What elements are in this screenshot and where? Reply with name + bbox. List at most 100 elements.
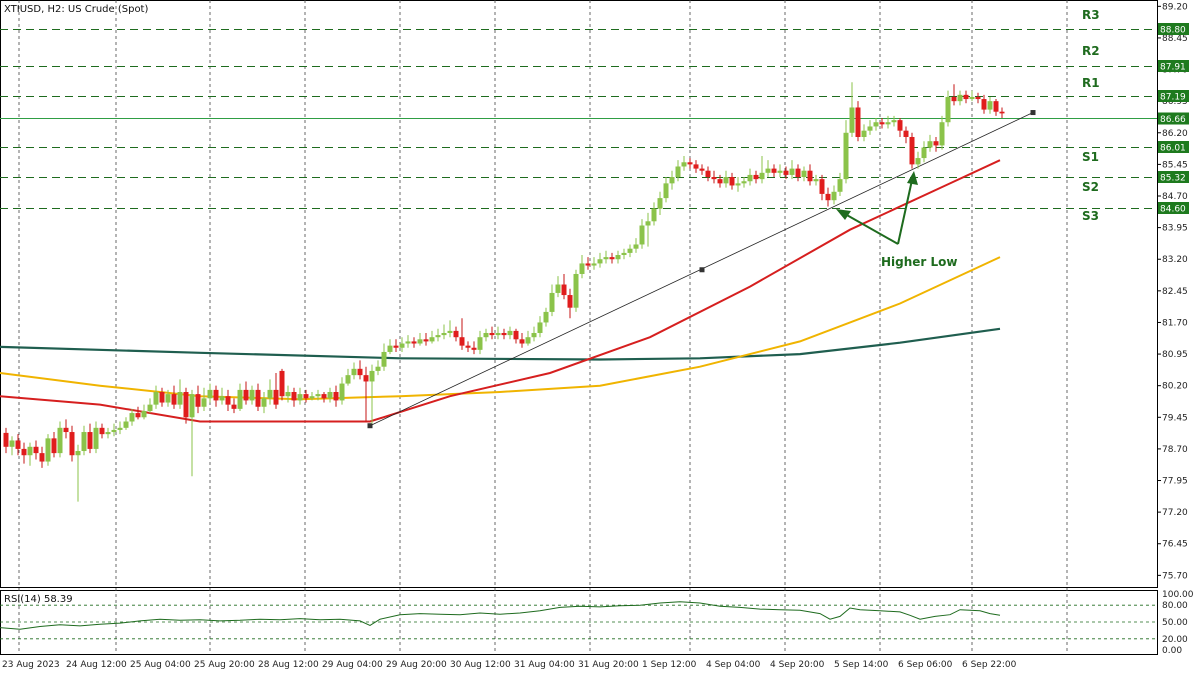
- rsi-label: RSI(14) 58.39: [4, 594, 73, 605]
- candle-bearish: [159, 392, 165, 403]
- x-tick-label: 25 Aug 20:00: [194, 660, 255, 670]
- x-tick-label: 29 Aug 20:00: [386, 660, 447, 670]
- candle-bearish: [975, 96, 981, 100]
- price-badge-label: 84.60: [1160, 205, 1186, 215]
- candle-bullish: [801, 170, 807, 178]
- candle-bullish: [669, 177, 675, 184]
- price-badge-label: 87.91: [1160, 63, 1186, 73]
- x-tick-label: 31 Aug 04:00: [514, 660, 575, 670]
- x-tick-label: 28 Aug 12:00: [258, 660, 319, 670]
- candle-bearish: [909, 136, 915, 165]
- y-tick-label: 81.70: [1162, 318, 1188, 328]
- rsi-plot-frame: [0, 590, 1158, 655]
- candle-bullish: [747, 174, 753, 182]
- candle-bearish: [453, 330, 459, 338]
- candle-bearish: [501, 332, 507, 336]
- price-badge-label: 85.32: [1160, 174, 1186, 184]
- price-badge: [1158, 202, 1189, 214]
- candle-bearish: [291, 392, 297, 401]
- x-tick-label: 4 Sep 20:00: [770, 660, 825, 670]
- price-badge: [1158, 90, 1189, 102]
- candle-bullish: [597, 259, 603, 264]
- candle-bearish: [171, 394, 177, 405]
- candle-bullish: [549, 292, 555, 312]
- y-tick-label: 78.70: [1162, 445, 1188, 455]
- candle-bullish: [261, 398, 267, 407]
- candle-bullish: [891, 120, 897, 123]
- candle-bearish: [855, 107, 861, 137]
- candle-bullish: [435, 335, 441, 338]
- y-tick-label: 77.20: [1162, 508, 1188, 518]
- candle-bullish: [129, 413, 135, 422]
- candle-bearish: [411, 341, 417, 344]
- y-tick-label: 75.70: [1162, 571, 1188, 581]
- annotation-higher-low: Higher Low: [881, 255, 958, 269]
- price-axis: 89.2088.4587.7086.9586.2085.4584.7083.95…: [1157, 2, 1189, 581]
- candle-bullish: [111, 429, 117, 433]
- candle-bearish: [423, 339, 429, 342]
- candle-bullish: [915, 158, 921, 165]
- candle-bullish: [927, 141, 933, 148]
- candle-bearish: [363, 375, 369, 382]
- candle-bullish: [141, 410, 147, 418]
- x-tick-label: 6 Sep 06:00: [898, 660, 953, 670]
- rsi-tick-label: 20.00: [1162, 635, 1188, 645]
- candle-bullish: [105, 432, 111, 435]
- candle-bullish: [351, 368, 357, 376]
- arrow-right-head: [907, 171, 918, 185]
- candle-bearish: [879, 122, 885, 125]
- candle-bullish: [369, 370, 375, 382]
- candle-bullish: [723, 177, 729, 184]
- candle-bearish: [807, 170, 813, 182]
- annotation-layer: Higher Low: [836, 171, 958, 269]
- candle-bullish: [945, 96, 951, 123]
- candle-bullish: [675, 166, 681, 178]
- candle-bullish: [639, 225, 645, 245]
- y-tick-label: 83.20: [1162, 255, 1188, 265]
- price-badge-label: 87.19: [1160, 93, 1186, 103]
- candle-bearish: [819, 179, 825, 194]
- candle-bullish: [735, 183, 741, 186]
- rsi-tick-label: 100.00: [1162, 590, 1194, 600]
- candle-bullish: [375, 366, 381, 371]
- level-label-r3: R3: [1082, 8, 1100, 22]
- candle-bullish: [27, 446, 33, 456]
- candle-bearish: [465, 345, 471, 348]
- price-badge: [1158, 112, 1189, 125]
- candle-bullish: [417, 339, 423, 344]
- candle-bullish: [153, 392, 159, 405]
- candle-bullish: [591, 263, 597, 266]
- x-tick-label: 29 Aug 04:00: [322, 660, 383, 670]
- candle-bullish: [399, 343, 405, 348]
- candle-bearish: [333, 392, 339, 401]
- candle-bullish: [249, 389, 255, 401]
- price-badge-label: 86.66: [1160, 115, 1186, 125]
- candle-bullish: [123, 421, 129, 428]
- candle-bearish: [195, 394, 201, 407]
- candle-bullish: [837, 179, 843, 192]
- candle-bearish: [51, 438, 57, 454]
- candle-bullish: [285, 392, 291, 397]
- candle-bullish: [681, 162, 687, 167]
- y-tick-label: 80.20: [1162, 382, 1188, 392]
- price-badge-label: 86.01: [1160, 144, 1186, 154]
- candle-bullish: [57, 427, 63, 454]
- level-label-s1: S1: [1082, 150, 1099, 164]
- candle-bullish: [483, 332, 489, 338]
- candle-bearish: [825, 193, 831, 201]
- candle-bearish: [33, 446, 39, 454]
- candle-bullish: [207, 389, 213, 399]
- x-tick-label: 30 Aug 12:00: [450, 660, 511, 670]
- x-tick-label: 5 Sep 14:00: [834, 660, 889, 670]
- candle-bearish: [303, 394, 309, 399]
- candle-bearish: [705, 170, 711, 178]
- candle-bearish: [135, 413, 141, 418]
- candle-bullish: [657, 198, 663, 209]
- candle-bullish: [117, 427, 123, 430]
- y-tick-label: 77.95: [1162, 477, 1188, 487]
- y-tick-label: 76.45: [1162, 540, 1188, 550]
- candle-bullish: [543, 311, 549, 323]
- candle-bullish: [633, 244, 639, 249]
- candle-bullish: [603, 257, 609, 260]
